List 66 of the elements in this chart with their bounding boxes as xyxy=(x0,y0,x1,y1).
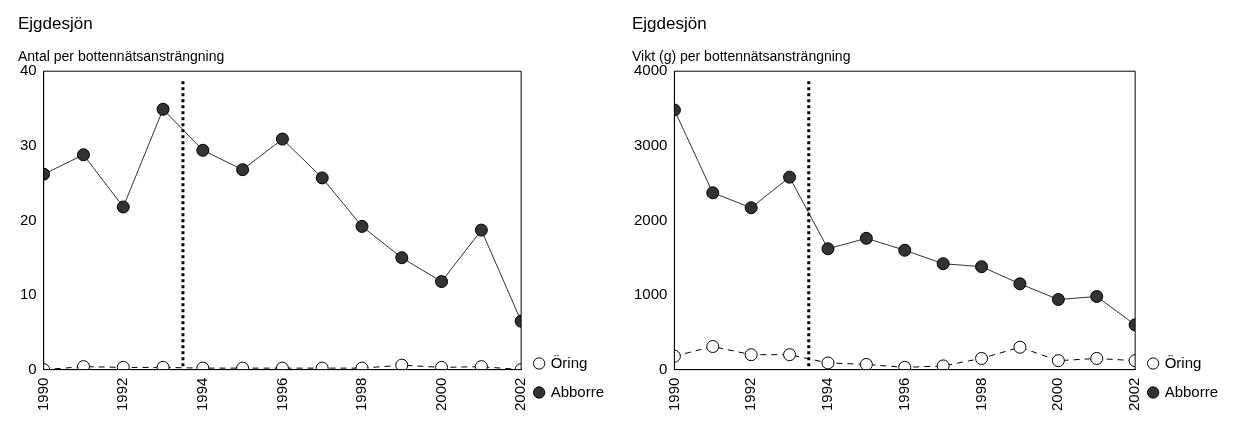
x-tick-label: 1994 xyxy=(192,377,210,412)
x-tick-label: 2000 xyxy=(1048,377,1066,412)
point xyxy=(821,356,835,370)
chart-title: Ejgdesjön xyxy=(632,13,707,33)
point xyxy=(76,360,90,370)
y-tick-label: 40 xyxy=(20,61,37,79)
point xyxy=(744,348,758,362)
point xyxy=(196,143,210,157)
point xyxy=(936,359,950,370)
x-tick-label: 1998 xyxy=(352,377,370,412)
chart-title: Ejgdesjön xyxy=(18,13,93,33)
point xyxy=(474,360,488,370)
y-tick-label: 30 xyxy=(20,135,37,153)
y-tick-label: 0 xyxy=(659,359,668,377)
x-tick-label: 1992 xyxy=(113,377,131,412)
y-tick-label: 1000 xyxy=(633,285,668,303)
point xyxy=(936,257,950,271)
x-tick-label: 1998 xyxy=(971,377,989,412)
point xyxy=(744,201,758,215)
y-tick-label: 3000 xyxy=(633,135,668,153)
point xyxy=(1090,351,1104,365)
y-tick-label: 10 xyxy=(20,285,37,303)
point xyxy=(315,171,329,185)
legend-label: Abborre xyxy=(550,382,605,400)
legend-label: Öring xyxy=(550,353,588,371)
point xyxy=(1013,340,1027,354)
point xyxy=(783,170,797,184)
point xyxy=(474,223,488,237)
chart-subtitle: Antal per bottennätsansträngning xyxy=(18,47,225,64)
point xyxy=(435,275,449,289)
point xyxy=(859,357,873,370)
y-tick-label: 2000 xyxy=(633,210,668,228)
x-tick-label: 1994 xyxy=(818,377,836,412)
point xyxy=(783,348,797,362)
point xyxy=(395,251,409,265)
point xyxy=(156,102,170,116)
point xyxy=(859,231,873,245)
legend-label: Abborre xyxy=(1164,382,1219,400)
point xyxy=(395,358,409,370)
point xyxy=(236,163,250,177)
x-tick-label: 1990 xyxy=(33,377,51,412)
x-tick-label: 1996 xyxy=(894,377,912,412)
x-tick-label: 1996 xyxy=(272,377,290,412)
x-tick-label: 1990 xyxy=(664,377,682,412)
point xyxy=(1051,293,1065,306)
x-tick-label: 2000 xyxy=(431,377,449,412)
point xyxy=(975,351,989,365)
x-tick-label: 2002 xyxy=(1125,377,1143,412)
point xyxy=(275,132,289,146)
point xyxy=(706,340,720,353)
point xyxy=(116,200,130,214)
point xyxy=(975,260,989,274)
point xyxy=(821,242,835,256)
y-tick-label: 0 xyxy=(28,359,37,377)
legend-label: Öring xyxy=(1164,353,1202,371)
point xyxy=(898,243,912,257)
x-tick-label: 1992 xyxy=(741,377,759,412)
point xyxy=(76,148,90,162)
chart-subtitle: Vikt (g) per bottennätsansträngning xyxy=(632,47,851,64)
y-tick-label: 20 xyxy=(20,210,37,228)
point xyxy=(1090,290,1104,304)
point xyxy=(706,186,720,200)
x-tick-label: 2002 xyxy=(511,377,529,412)
point xyxy=(1051,354,1065,368)
point xyxy=(355,219,369,233)
point xyxy=(1013,277,1027,291)
